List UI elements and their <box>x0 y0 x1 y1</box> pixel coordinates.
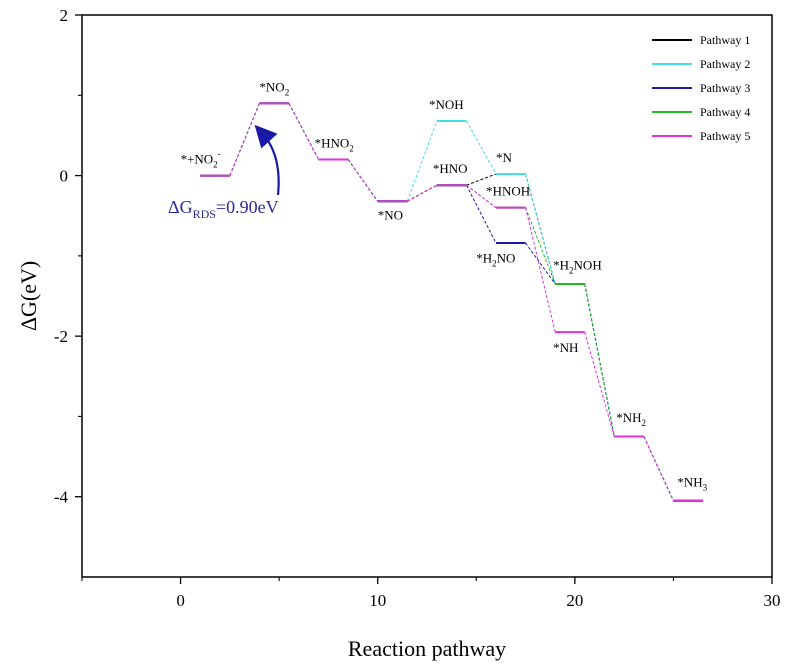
y-axis-ticks: 2 0 -2 -4 <box>54 6 82 507</box>
pathway-5-connector <box>229 103 260 176</box>
pathway-5-connector <box>347 159 379 202</box>
y-tick-label: 0 <box>60 167 69 186</box>
state-label: *N <box>496 150 513 165</box>
connector-lines <box>229 103 674 501</box>
pathway-1-connector <box>466 173 497 186</box>
state-label: *NH <box>553 340 578 355</box>
legend-label: Pathway 4 <box>700 105 750 119</box>
state-label: *HNOH <box>486 184 530 199</box>
pathway-3-connector <box>465 184 497 244</box>
legend-label: Pathway 2 <box>700 57 750 71</box>
x-axis-title: Reaction pathway <box>348 636 506 661</box>
rds-label: ΔGRDS=0.90eV <box>168 197 279 221</box>
state-label: *+NO2- <box>181 149 221 170</box>
pathway-2-connector <box>406 120 438 202</box>
state-label: *NO <box>378 208 403 223</box>
state-label: *NOH <box>429 97 464 112</box>
pathway-5-connector <box>525 207 556 333</box>
pathway-4-connector <box>584 283 615 437</box>
state-label: *NH3 <box>677 474 707 492</box>
y-tick-label: 2 <box>60 6 69 25</box>
y-axis-title: ΔG(eV) <box>16 261 41 331</box>
legend-label: Pathway 3 <box>700 81 750 95</box>
state-labels: *+NO2- *NO2 *HNO2 *NO *NOH *HNO *N *HNOH *H2NO *H… <box>181 79 708 492</box>
y-tick-label: -2 <box>54 327 68 346</box>
state-label: *H2NO <box>476 250 515 268</box>
state-label: *NH2 <box>616 410 646 428</box>
pathway-4-connector <box>525 207 556 285</box>
pathway-3-connector <box>525 242 556 285</box>
plot-frame <box>81 14 773 578</box>
state-label: *NO2 <box>259 79 289 97</box>
x-tick-label: 20 <box>566 591 583 610</box>
rds-arrow <box>254 124 280 196</box>
rds-label-sub: RDS <box>193 207 216 221</box>
pathway-5-connector <box>407 184 438 202</box>
legend-label: Pathway 1 <box>700 33 750 47</box>
pathway-5-connector <box>466 184 497 209</box>
pathway-5-connector <box>288 103 320 160</box>
energy-levels <box>200 102 703 502</box>
x-tick-label: 30 <box>764 591 781 610</box>
pathway-2-connector <box>525 173 556 285</box>
legend-label: Pathway 5 <box>700 129 750 143</box>
rds-label-prefix: ΔG <box>168 197 193 217</box>
rds-label-value: =0.90eV <box>216 197 279 217</box>
legend: Pathway 1 Pathway 2 Pathway 3 Pathway 4 Path… <box>652 33 750 143</box>
x-tick-label: 10 <box>369 591 386 610</box>
state-label: *HNO <box>433 161 468 176</box>
x-axis-ticks: 0 10 20 30 <box>81 577 781 610</box>
pathway-5-connector <box>584 331 615 437</box>
state-label: *HNO2 <box>315 135 354 153</box>
pathway-5-connector <box>643 436 674 501</box>
x-tick-label: 0 <box>176 591 185 610</box>
y-tick-label: -4 <box>54 488 69 507</box>
pathway-2-connector <box>465 120 497 175</box>
state-label: *H2NOH <box>553 258 602 276</box>
